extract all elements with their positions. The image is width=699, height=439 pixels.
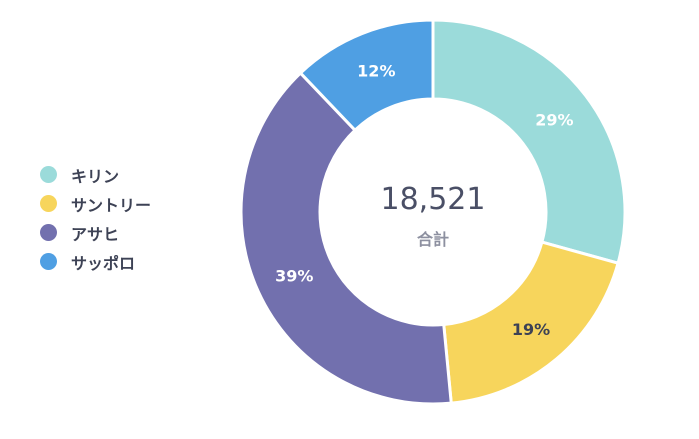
legend-swatch: [40, 253, 57, 270]
slice-data-label: 19%: [512, 320, 550, 339]
legend-label: サッポロ: [71, 253, 136, 273]
legend-item-asahi[interactable]: アサヒ: [40, 218, 151, 247]
legend: キリン サントリー アサヒ サッポロ: [40, 160, 151, 276]
legend-swatch: [40, 166, 57, 183]
slice-data-label: 29%: [535, 111, 573, 130]
legend-label: アサヒ: [71, 224, 120, 244]
legend-label: サントリー: [71, 195, 152, 215]
legend-item-kirin[interactable]: キリン: [40, 160, 151, 189]
center-total-label: 合計: [416, 230, 449, 249]
donut-slice-2[interactable]: [239, 70, 453, 406]
donut-slice-1[interactable]: [442, 240, 620, 405]
legend-item-suntory[interactable]: サントリー: [40, 189, 151, 218]
slice-data-label: 39%: [275, 266, 313, 285]
legend-swatch: [40, 224, 57, 241]
legend-swatch: [40, 195, 57, 212]
slice-data-label: 12%: [357, 61, 395, 80]
legend-item-sapporo[interactable]: サッポロ: [40, 247, 151, 276]
donut-slice-0[interactable]: [431, 18, 627, 266]
donut-slice-3[interactable]: [298, 18, 435, 133]
legend-label: キリン: [71, 166, 120, 186]
center-total-value: 18,521: [380, 182, 486, 217]
